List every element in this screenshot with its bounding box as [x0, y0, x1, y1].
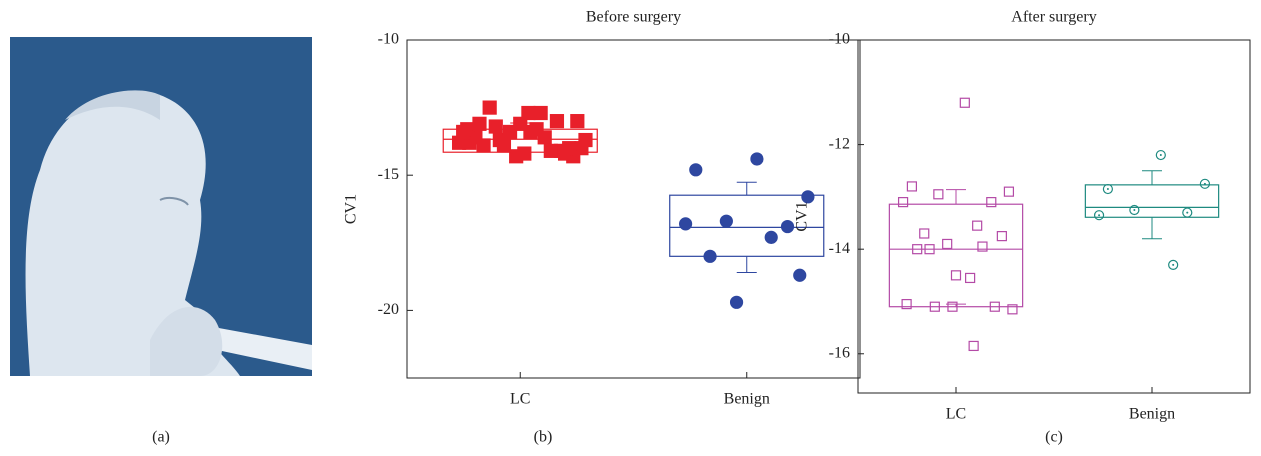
- data-point: [750, 152, 764, 166]
- data-point: [562, 141, 577, 156]
- data-point: [959, 97, 970, 108]
- y-axis-label: CV1: [343, 194, 360, 224]
- box: [1084, 184, 1220, 218]
- data-point: [968, 340, 979, 352]
- data-point: [1007, 304, 1018, 315]
- data-point: [912, 244, 923, 255]
- data-point: [801, 190, 815, 204]
- data-point: [950, 270, 962, 281]
- box: [888, 203, 1024, 308]
- data-point: [933, 189, 944, 200]
- data-point: [1182, 207, 1193, 218]
- data-point-dot: [1172, 263, 1175, 266]
- data-point: [1168, 259, 1179, 270]
- y-tick-label: -10: [378, 31, 399, 48]
- data-point: [1199, 178, 1211, 189]
- data-point-dot: [1098, 214, 1101, 217]
- data-point: [901, 298, 912, 310]
- data-point: [703, 249, 717, 263]
- y-tick-label: -12: [829, 135, 850, 152]
- data-point: [919, 228, 930, 239]
- data-point: [780, 219, 795, 234]
- data-point: [929, 301, 940, 312]
- data-point-dot: [1203, 182, 1206, 185]
- x-tick-label: Benign: [1129, 406, 1175, 423]
- data-point: [729, 295, 744, 309]
- x-tick-label: Benign: [724, 391, 770, 408]
- data-point-dot: [1106, 188, 1109, 191]
- data-point: [977, 241, 988, 252]
- data-point: [570, 114, 585, 129]
- data-point-dot: [1159, 154, 1162, 157]
- y-tick-label: -15: [378, 166, 399, 183]
- data-point: [764, 230, 778, 244]
- data-point: [947, 301, 958, 312]
- y-axis-label: CV1: [794, 201, 811, 231]
- data-point: [996, 231, 1007, 242]
- data-point: [1155, 149, 1166, 161]
- data-point: [689, 163, 703, 177]
- data-point: [513, 116, 528, 131]
- illustration: [10, 37, 312, 376]
- chart: Before surgery CV1 -20 -15 -10 LC Benign: [343, 9, 861, 408]
- data-point: [989, 301, 1000, 312]
- data-point: [529, 122, 544, 137]
- plot-frame: [406, 39, 861, 379]
- data-point: [793, 268, 807, 282]
- y-tick-label: -20: [378, 301, 399, 318]
- data-point: [965, 272, 976, 284]
- data-point: [521, 105, 536, 121]
- data-point: [1093, 210, 1105, 221]
- data-point: [1102, 183, 1114, 195]
- data-point: [488, 119, 503, 134]
- data-point: [719, 214, 733, 228]
- panel-label: (a): [152, 429, 170, 446]
- data-point: [517, 146, 532, 161]
- data-point: [972, 220, 983, 231]
- plot-frame: [857, 39, 1251, 394]
- panel-label: (b): [534, 429, 553, 446]
- data-point: [549, 114, 565, 129]
- data-point: [1003, 186, 1015, 197]
- x-tick-label: LC: [510, 391, 530, 408]
- data-point: [942, 238, 953, 250]
- y-tick-label: -16: [829, 344, 850, 361]
- box: [669, 194, 825, 257]
- data-point: [543, 143, 558, 158]
- data-point: [1129, 204, 1140, 216]
- chart-title: After surgery: [1011, 9, 1096, 26]
- chart: After surgery CV1 -16 -14 -12 -10 LC Benign: [794, 9, 1251, 423]
- data-point: [460, 122, 475, 137]
- chart-title: Before surgery: [586, 9, 681, 26]
- data-point: [924, 244, 935, 255]
- data-point-dot: [1133, 208, 1136, 211]
- data-point: [496, 138, 512, 153]
- panel-label: (c): [1045, 429, 1063, 446]
- data-point: [986, 197, 997, 208]
- x-tick-label: LC: [946, 406, 966, 423]
- data-point: [897, 197, 909, 208]
- y-tick-label: -14: [829, 240, 850, 257]
- y-tick-label: -10: [829, 31, 850, 48]
- data-point: [678, 217, 693, 231]
- data-point: [482, 100, 497, 115]
- data-point: [472, 116, 487, 131]
- data-point: [533, 105, 548, 121]
- data-point: [906, 181, 918, 192]
- data-point-dot: [1186, 211, 1189, 214]
- data-point: [578, 132, 593, 148]
